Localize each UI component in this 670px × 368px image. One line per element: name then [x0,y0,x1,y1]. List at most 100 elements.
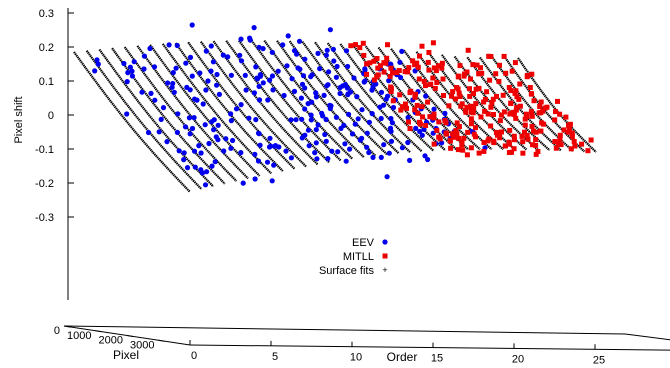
eev-point [221,148,227,154]
eev-point [354,94,360,100]
mitll-point [426,50,432,55]
eev-point [345,91,351,97]
mitll-point [357,45,363,51]
mitll-point [473,86,479,92]
eev-point [378,115,384,122]
mitll-point [493,71,499,77]
mitll-point [436,63,442,69]
eev-point [211,117,217,123]
eev-point [228,72,234,78]
mitll-point [520,139,526,145]
eev-point [256,97,263,103]
eev-point [407,157,413,163]
mitll-point [509,68,515,74]
eev-point [270,87,276,93]
eev-point [124,79,130,85]
eev-point [253,117,259,123]
mitll-point [535,149,541,154]
mitll-point [478,114,484,120]
eev-point [242,72,248,78]
surface-fit-line [263,39,365,159]
eev-point [298,95,304,101]
mitll-point [405,69,411,75]
y-tick-label: 3000 [130,339,154,351]
eev-point [175,111,181,117]
legend-marker-mitll [382,253,388,259]
eev-point [127,64,133,70]
mitll-point [497,130,503,136]
mitll-point [474,62,480,68]
eev-point [417,128,423,135]
eev-point [425,156,431,163]
eev-point [362,67,368,73]
eev-point [340,83,346,89]
mitll-point [482,97,488,102]
mitll-point [511,146,517,152]
eev-point [302,56,308,62]
mitll-point [375,65,381,71]
mitll-point [468,103,474,109]
eev-point [300,73,307,79]
mitll-point [585,148,591,154]
eev-point [305,101,311,107]
eev-point [321,92,327,98]
eev-point [312,150,318,156]
eev-point [225,54,231,60]
eev-point [233,106,240,112]
eev-point [210,59,216,65]
mitll-point [501,109,507,115]
eev-point [293,117,299,123]
mitll-point [439,60,445,66]
eev-point [342,141,348,147]
mitll-point [381,69,387,75]
surface-fit-line [212,40,319,166]
eev-point [156,129,162,135]
eev-point [267,77,273,83]
mitll-point [400,104,406,110]
eev-point [174,42,180,49]
mitll-point [390,70,395,76]
mitll-point [462,107,468,113]
mitll-point [561,127,567,133]
mitll-point [484,89,490,95]
mitll-point [468,145,474,151]
eev-point [386,78,392,84]
mitll-point [525,136,531,142]
eev-point [265,97,271,103]
x-axis-far-edge [624,333,670,341]
legend-label-surface-fits: Surface fits [319,265,375,277]
legend-label-mitll: MITLL [343,251,374,263]
mitll-point [416,76,422,82]
surface-fit-line [238,39,342,162]
eev-point [145,129,152,136]
eev-point [388,128,394,134]
z-tick-label: 0.1 [39,76,54,88]
mitll-point [412,62,418,68]
mitll-point [568,146,574,152]
mitll-point [446,103,452,109]
eev-point [203,48,209,54]
eev-point [294,51,300,57]
mitll-point [473,125,478,131]
mitll-point [459,101,465,107]
eev-point [141,66,147,72]
mitll-point [512,60,518,66]
eev-point [399,48,405,55]
mitll-point [502,143,508,149]
eev-point [92,68,98,74]
mitll-point [460,147,466,153]
mitll-point [522,116,528,122]
eev-point [251,90,257,96]
eev-point [147,45,153,52]
eev-point [95,61,101,67]
mitll-point [456,135,462,141]
eev-point [385,93,391,99]
mitll-point [367,60,373,66]
mitll-point [457,63,463,69]
eev-point [442,110,448,116]
eev-point [204,169,210,175]
mitll-point [558,142,564,148]
mitll-point [511,133,517,139]
mitll-point [514,94,520,100]
mitll-point [441,93,446,98]
